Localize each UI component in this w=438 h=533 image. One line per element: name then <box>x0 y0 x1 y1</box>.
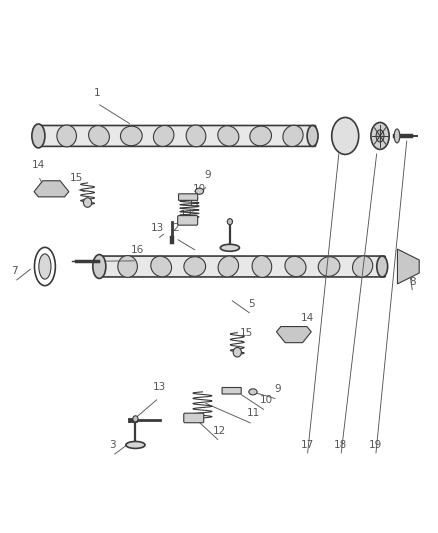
Ellipse shape <box>233 348 241 357</box>
Text: 12: 12 <box>213 426 226 436</box>
Ellipse shape <box>371 123 389 149</box>
Ellipse shape <box>318 257 340 276</box>
Ellipse shape <box>218 256 239 277</box>
Text: 14: 14 <box>301 313 314 322</box>
Text: 14: 14 <box>32 160 45 171</box>
Text: 10: 10 <box>193 184 206 194</box>
Text: 15: 15 <box>70 173 83 183</box>
Ellipse shape <box>118 256 138 277</box>
Ellipse shape <box>153 125 174 147</box>
Text: 9: 9 <box>205 171 212 180</box>
Polygon shape <box>276 327 311 343</box>
Ellipse shape <box>283 125 303 147</box>
Text: 18: 18 <box>334 440 347 450</box>
Ellipse shape <box>93 255 106 278</box>
Text: 7: 7 <box>11 266 18 276</box>
Ellipse shape <box>32 124 45 148</box>
FancyBboxPatch shape <box>35 125 316 147</box>
Ellipse shape <box>120 126 142 146</box>
Ellipse shape <box>133 416 138 422</box>
Text: 17: 17 <box>301 440 314 450</box>
Text: 8: 8 <box>410 277 416 287</box>
Text: 16: 16 <box>131 245 144 255</box>
FancyBboxPatch shape <box>222 387 241 394</box>
Ellipse shape <box>83 198 92 207</box>
Ellipse shape <box>39 254 51 279</box>
Ellipse shape <box>249 389 257 395</box>
Text: 3: 3 <box>109 440 116 450</box>
Text: 12: 12 <box>180 211 193 220</box>
Ellipse shape <box>151 256 172 277</box>
Text: 5: 5 <box>248 298 255 309</box>
Ellipse shape <box>394 129 400 143</box>
Ellipse shape <box>250 126 272 146</box>
Ellipse shape <box>186 125 206 147</box>
Ellipse shape <box>195 188 204 194</box>
Text: 1: 1 <box>94 87 100 98</box>
FancyBboxPatch shape <box>179 194 198 200</box>
Ellipse shape <box>218 126 239 146</box>
FancyBboxPatch shape <box>178 215 198 225</box>
Ellipse shape <box>353 256 373 277</box>
Ellipse shape <box>377 256 388 277</box>
Ellipse shape <box>376 130 384 142</box>
Text: 15: 15 <box>239 328 253 338</box>
Ellipse shape <box>57 125 77 147</box>
Polygon shape <box>34 181 69 197</box>
Text: 13: 13 <box>151 223 164 233</box>
Ellipse shape <box>227 219 233 225</box>
Ellipse shape <box>184 257 205 276</box>
Polygon shape <box>397 249 419 284</box>
Ellipse shape <box>332 117 359 155</box>
Text: 9: 9 <box>275 384 281 393</box>
FancyBboxPatch shape <box>96 256 385 277</box>
Text: 11: 11 <box>246 408 260 418</box>
Ellipse shape <box>252 256 272 277</box>
FancyBboxPatch shape <box>184 413 204 423</box>
Text: 11: 11 <box>187 198 201 208</box>
Ellipse shape <box>285 256 306 277</box>
Text: 19: 19 <box>369 440 382 450</box>
Text: 2: 2 <box>172 223 179 232</box>
Text: 13: 13 <box>152 382 166 392</box>
Ellipse shape <box>220 244 240 251</box>
Ellipse shape <box>307 125 318 147</box>
Ellipse shape <box>126 441 145 448</box>
Text: 10: 10 <box>259 395 272 405</box>
Ellipse shape <box>88 126 110 146</box>
